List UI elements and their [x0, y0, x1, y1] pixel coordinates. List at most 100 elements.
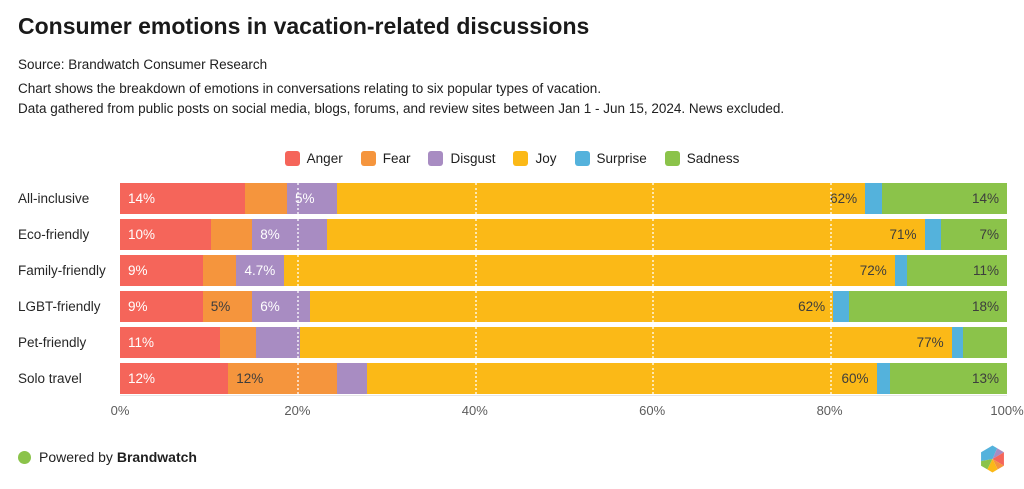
bar-value-label: 77% [916, 335, 944, 350]
bar-value-label: 62% [798, 299, 826, 314]
bar-segment-sadness: 14% [881, 183, 1007, 214]
chart-row: LGBT-friendly 9% 5% 6% 62% 18% [18, 291, 1008, 322]
bar-segment-joy: 71% [326, 219, 925, 250]
bar-segment-fear [211, 219, 253, 250]
stacked-bar: 12% 12% 60% 13% [120, 363, 1007, 394]
bar-segment-sadness: 18% [849, 291, 1008, 322]
bar-value-label: 60% [841, 371, 869, 386]
powered-by-prefix: Powered by [39, 449, 113, 465]
bar-segment-fear [220, 327, 256, 358]
stacked-bar: 9% 4.7% 72% 11% [120, 255, 1008, 286]
bar-segment-joy: 60% [367, 363, 877, 394]
chart-row: Eco-friendly 10% 8% 71% 7% [18, 219, 1008, 250]
legend-label: Joy [535, 150, 557, 166]
bar-segment-surprise [951, 327, 964, 358]
powered-by-text: Powered by Brandwatch [39, 449, 197, 465]
x-axis-tick: 40% [461, 403, 488, 418]
bar-segment-sadness: 13% [890, 363, 1007, 394]
bar-value-label: 72% [859, 263, 887, 278]
description-line-2: Data gathered from public posts on socia… [18, 101, 785, 116]
bar-value-label: 14% [128, 191, 156, 206]
bar-segment-disgust [255, 327, 300, 358]
bar-value-label: 8% [260, 227, 280, 242]
bar-segment-disgust: 8% [252, 219, 327, 250]
bar-segment-anger: 9% [120, 291, 203, 322]
bar-segment-anger: 11% [120, 327, 221, 358]
bar-segment-surprise [894, 255, 907, 286]
source-line: Source: Brandwatch Consumer Research [18, 57, 268, 72]
bar-segment-anger: 9% [120, 255, 204, 286]
bar-value-label: 12% [236, 371, 264, 386]
bar-value-label: 5% [295, 191, 315, 206]
bar-value-label: 13% [971, 371, 999, 386]
legend-item-joy: Joy [513, 150, 557, 166]
bar-value-label: 11% [128, 335, 155, 350]
page-title: Consumer emotions in vacation-related di… [18, 13, 590, 39]
stacked-bar: 11% 77% [120, 327, 1007, 358]
bar-segment-fear: 12% [228, 363, 337, 394]
bar-segment-disgust [336, 363, 368, 394]
chart-row: Solo travel 12% 12% 60% 13% [18, 363, 1007, 394]
bar-value-label: 14% [971, 191, 999, 206]
powered-by: Powered by Brandwatch [18, 447, 197, 467]
description-line-1: Chart shows the breakdown of emotions in… [18, 81, 602, 96]
bar-value-label: 7% [979, 227, 1000, 242]
chart-rows: All-inclusive 14% 5% 62% 14% Eco-friendly 10% 8… [18, 183, 1008, 394]
bar-value-label: 9% [128, 299, 148, 314]
bar-segment-joy: 62% [310, 291, 834, 322]
bar-value-label: 71% [889, 227, 917, 242]
brandwatch-logo-icon [981, 445, 1004, 473]
category-label: Family-friendly [18, 263, 106, 278]
stacked-bar: 9% 5% 6% 62% 18% [120, 291, 1008, 322]
legend-swatch-icon [664, 150, 680, 166]
chart-row: Family-friendly 9% 4.7% 72% 11% [18, 255, 1008, 286]
legend-swatch-icon [513, 150, 529, 166]
legend-swatch-icon [284, 150, 300, 166]
bar-segment-joy: 77% [299, 327, 952, 358]
bar-segment-disgust: 5% [287, 183, 337, 214]
legend-swatch-icon [428, 150, 444, 166]
bar-value-label: 5% [210, 299, 231, 314]
legend-label: Surprise [596, 150, 647, 166]
bar-segment-anger: 10% [120, 219, 212, 250]
legend-swatch-icon [574, 150, 590, 166]
bar-segment-anger: 14% [120, 183, 246, 214]
legend-label: Anger [306, 150, 343, 166]
bar-segment-fear: 5% [202, 291, 253, 322]
category-label: Solo travel [18, 371, 82, 386]
x-axis-tick: 0% [110, 403, 130, 418]
legend-item-anger: Anger [284, 150, 343, 166]
x-axis-tick: 100% [990, 403, 1024, 418]
bar-segment-fear [245, 183, 288, 214]
brand-dot-icon [18, 450, 31, 464]
legend-swatch-icon [360, 150, 376, 166]
category-label: Pet-friendly [18, 335, 87, 350]
legend-item-surprise: Surprise [574, 150, 647, 166]
bar-value-label: 10% [128, 227, 156, 242]
legend-item-fear: Fear [360, 150, 411, 166]
bar-segment-surprise [865, 183, 882, 214]
bar-value-label: 4.7% [244, 263, 276, 278]
bar-segment-anger: 12% [120, 363, 229, 394]
x-axis-tick: 60% [639, 403, 666, 418]
bar-segment-fear [203, 255, 237, 286]
legend-label: Sadness [686, 150, 740, 166]
legend-item-sadness: Sadness [664, 150, 740, 166]
bar-segment-joy: 72% [283, 255, 895, 286]
bar-segment-disgust: 6% [252, 291, 311, 322]
chart-row: All-inclusive 14% 5% 62% 14% [18, 183, 1007, 214]
brand-name: Brandwatch [116, 449, 197, 465]
chart-row: Pet-friendly 11% 77% [18, 327, 1007, 358]
category-label: All-inclusive [18, 191, 90, 206]
bar-segment-surprise [924, 219, 941, 250]
legend-label: Fear [382, 150, 411, 166]
bar-segment-sadness: 7% [940, 219, 1008, 250]
bar-value-label: 6% [260, 299, 280, 314]
legend-label: Disgust [450, 150, 496, 166]
bar-segment-sadness: 11% [906, 255, 1008, 286]
bar-segment-joy: 62% [336, 183, 866, 214]
bar-value-label: 12% [128, 371, 156, 386]
stacked-bar: 14% 5% 62% 14% [120, 183, 1007, 214]
bar-value-label: 11% [972, 263, 1000, 278]
bar-segment-disgust: 4.7% [236, 255, 284, 286]
